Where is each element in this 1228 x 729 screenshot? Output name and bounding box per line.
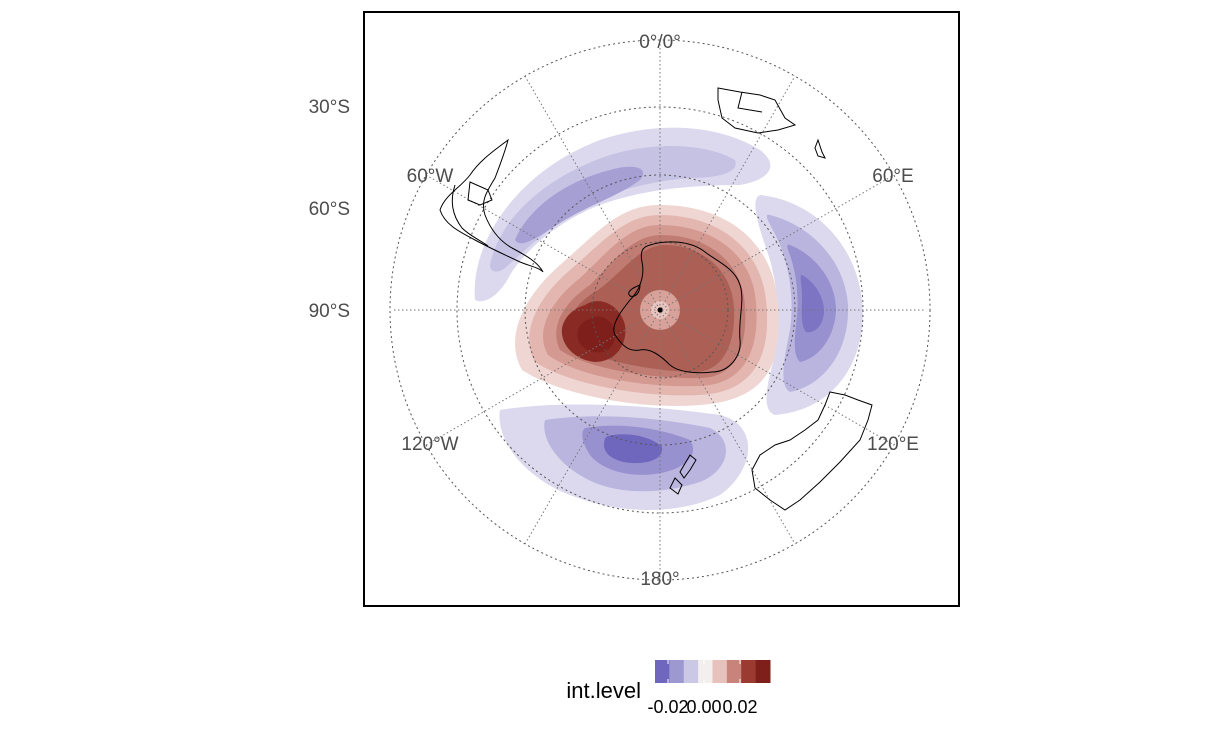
antarctica-outline <box>613 241 743 374</box>
legend-swatch <box>712 660 728 683</box>
lat-label-90S: 90°S <box>309 301 350 322</box>
legend-swatch <box>698 660 713 683</box>
antarctic-peninsula-outline <box>628 284 641 297</box>
legend-tick-zero: 0.00 <box>686 697 721 717</box>
legend-title: int.level <box>566 678 641 703</box>
negative-anomaly-upper-inner <box>515 166 644 244</box>
legend-tick-pos: 0.02 <box>722 697 757 717</box>
south-pole-marker <box>657 307 663 313</box>
graticule-meridians <box>394 40 926 580</box>
legend-swatch <box>741 660 757 683</box>
australia-outline <box>751 391 873 511</box>
lat-label-60S: 60°S <box>309 199 350 220</box>
legend-colorbar <box>655 660 771 683</box>
legend: int.level -0.02 0.00 0.02 <box>566 660 771 717</box>
lon-label-60E: 60°E <box>872 166 913 187</box>
lat-label-30S: 30°S <box>309 97 350 118</box>
positive-anomaly-core-inner <box>577 316 615 353</box>
lon-label-180: 180° <box>640 569 679 590</box>
legend-tick-neg: -0.02 <box>647 697 688 717</box>
negative-anomaly-bottom-core <box>604 434 663 464</box>
lon-label-120W: 120°W <box>401 434 458 455</box>
graticule-circle-75S <box>591 241 729 379</box>
south-america-inner <box>451 181 493 247</box>
legend-swatch <box>683 660 699 683</box>
legend-swatch <box>755 660 771 683</box>
legend-swatch <box>726 660 742 683</box>
africa-outline <box>717 87 797 134</box>
madagascar-outline <box>814 138 826 159</box>
legend-swatch <box>669 660 685 683</box>
negative-anomaly-right-core <box>800 274 825 333</box>
negative-anomaly-upper-mid <box>490 145 736 272</box>
legend-swatch <box>655 660 670 683</box>
land-outlines <box>439 87 873 511</box>
lon-label-60W: 60°W <box>407 166 454 187</box>
lon-label-120E: 120°E <box>867 434 919 455</box>
lon-label-0: 0°/0° <box>639 32 681 53</box>
new-zealand-outline <box>669 454 697 495</box>
